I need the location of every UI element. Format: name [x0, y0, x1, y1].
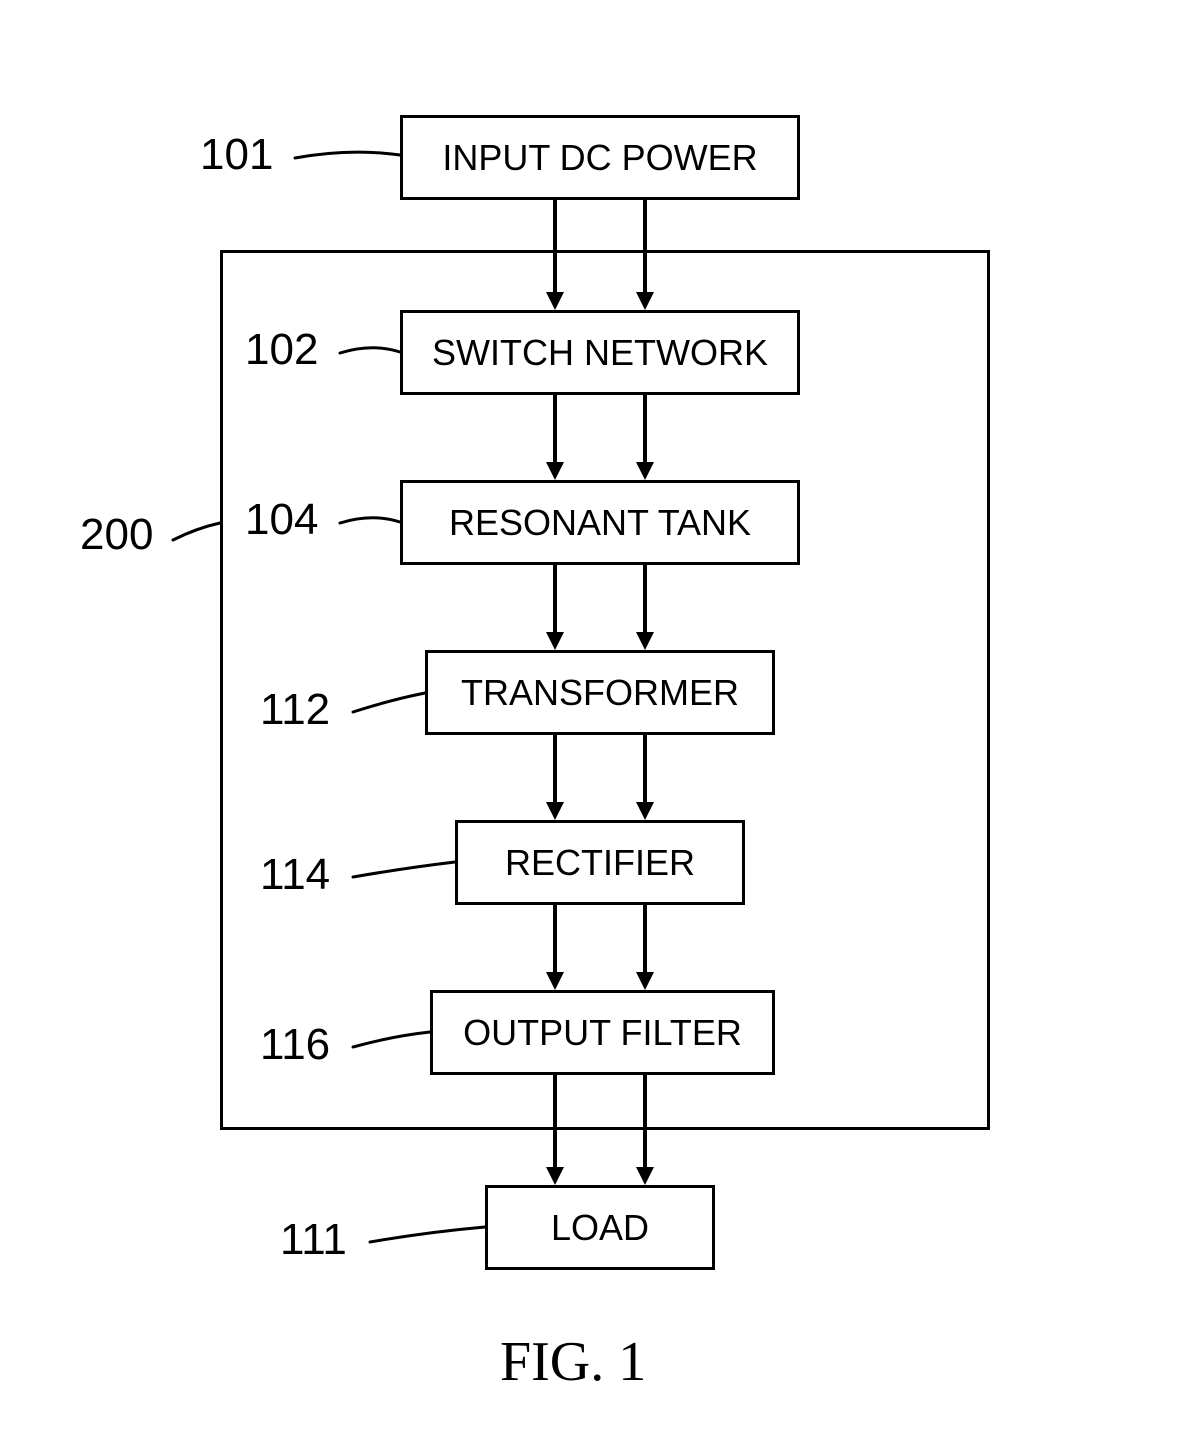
block-label: RECTIFIER — [505, 842, 695, 884]
figure-caption: FIG. 1 — [500, 1330, 646, 1394]
block-switch-network: SWITCH NETWORK — [400, 310, 800, 395]
block-rectifier: RECTIFIER — [455, 820, 745, 905]
ref-label-104: 104 — [245, 495, 318, 545]
block-label: OUTPUT FILTER — [463, 1012, 742, 1054]
block-label: RESONANT TANK — [449, 502, 751, 544]
ref-label-111: 111 — [280, 1215, 347, 1265]
block-load: LOAD — [485, 1185, 715, 1270]
ref-label-102: 102 — [245, 325, 318, 375]
block-resonant-tank: RESONANT TANK — [400, 480, 800, 565]
block-label: LOAD — [551, 1207, 649, 1249]
block-output-filter: OUTPUT FILTER — [430, 990, 775, 1075]
ref-label-101: 101 — [200, 130, 273, 180]
ref-label-200: 200 — [80, 510, 153, 560]
ref-label-112: 112 — [260, 685, 330, 735]
block-label: SWITCH NETWORK — [432, 332, 768, 374]
ref-label-116: 116 — [260, 1020, 330, 1070]
ref-label-114: 114 — [260, 850, 330, 900]
block-transformer: TRANSFORMER — [425, 650, 775, 735]
block-label: TRANSFORMER — [461, 672, 739, 714]
block-label: INPUT DC POWER — [442, 137, 757, 179]
block-input-dc-power: INPUT DC POWER — [400, 115, 800, 200]
